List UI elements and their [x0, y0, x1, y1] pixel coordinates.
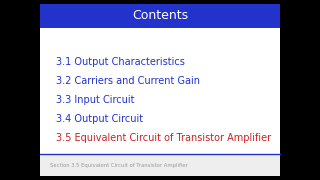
Text: Section 3.5 Equivalent Circuit of Transistor Amplifier: Section 3.5 Equivalent Circuit of Transi…	[50, 163, 188, 168]
FancyBboxPatch shape	[40, 154, 280, 176]
FancyBboxPatch shape	[40, 4, 280, 28]
FancyBboxPatch shape	[40, 4, 280, 176]
Text: Contents: Contents	[132, 9, 188, 22]
Text: 3.1 Output Characteristics: 3.1 Output Characteristics	[56, 57, 185, 68]
Text: 3.2 Carriers and Current Gain: 3.2 Carriers and Current Gain	[56, 76, 200, 86]
Text: 3.3 Input Circuit: 3.3 Input Circuit	[56, 95, 134, 105]
Text: 3.5 Equivalent Circuit of Transistor Amplifier: 3.5 Equivalent Circuit of Transistor Amp…	[56, 133, 271, 143]
Text: 3.4 Output Circuit: 3.4 Output Circuit	[56, 114, 143, 124]
